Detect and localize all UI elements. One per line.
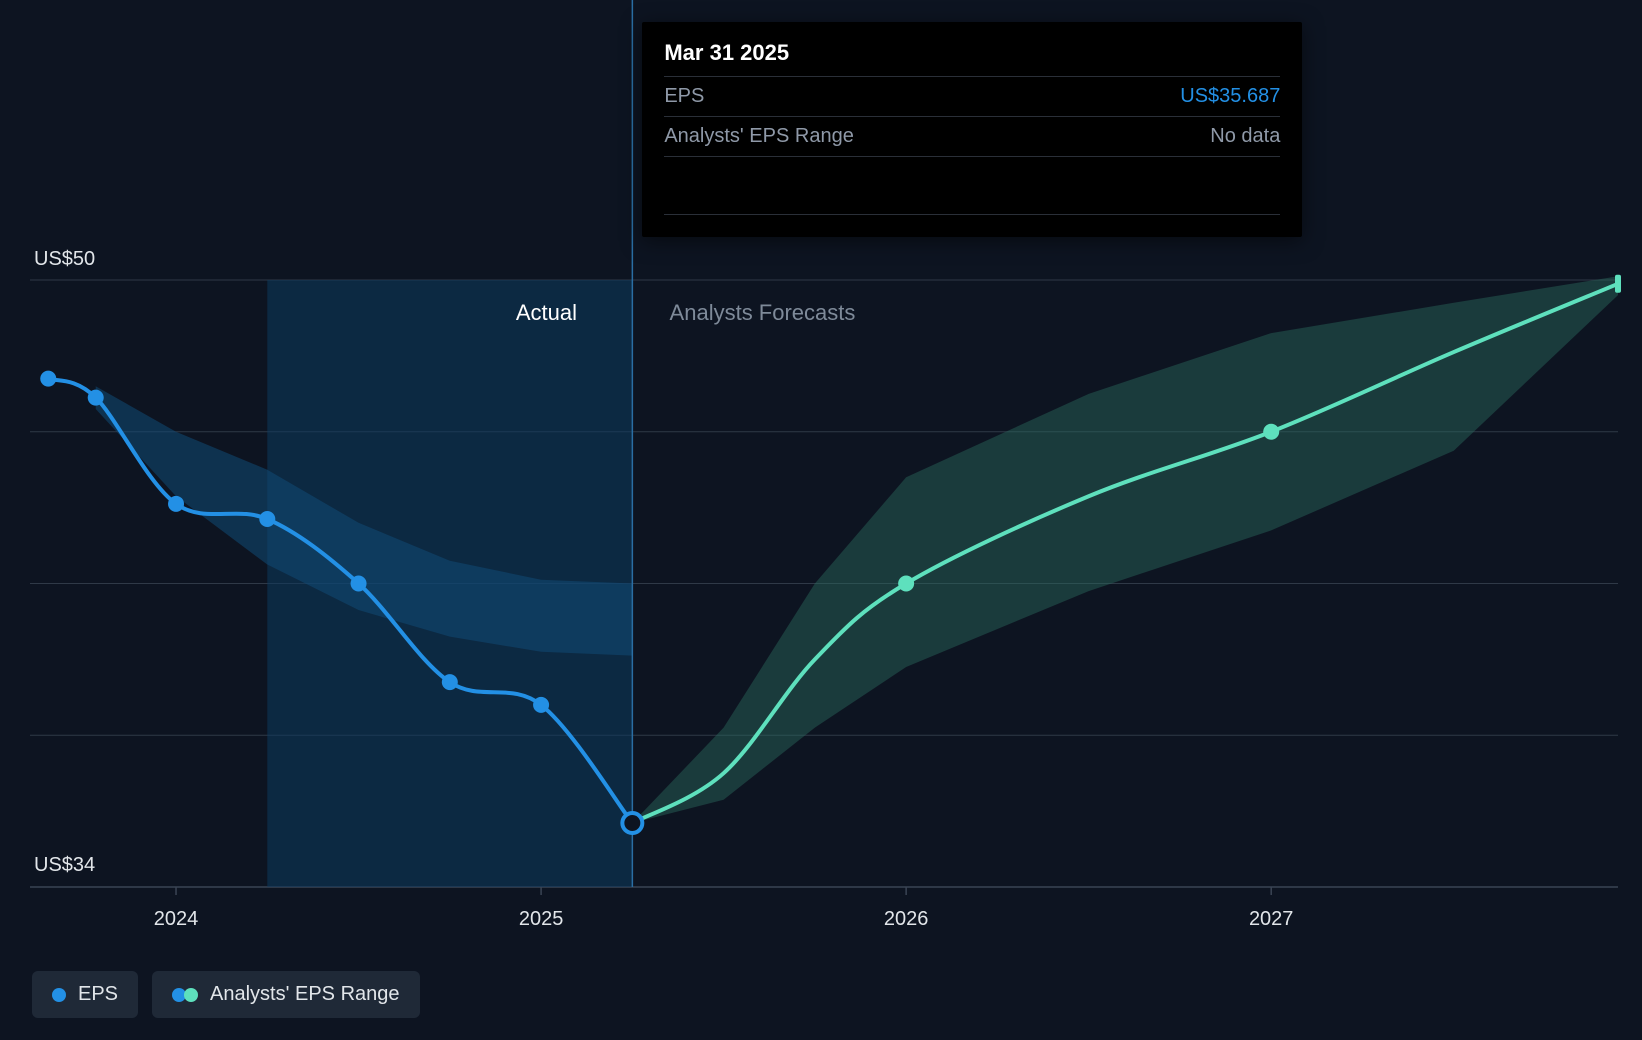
legend-dot-eps <box>52 988 66 1002</box>
legend-label-eps: EPS <box>78 983 118 1006</box>
x-axis-label: 2027 <box>1249 908 1294 931</box>
tooltip-label-eps: EPS <box>664 85 704 108</box>
tooltip-label-range: Analysts' EPS Range <box>664 125 853 148</box>
y-axis-label-top: US$50 <box>34 248 95 271</box>
region-label-actual: Actual <box>516 300 577 326</box>
legend-label-range: Analysts' EPS Range <box>210 983 399 1006</box>
tooltip-spacer <box>664 157 1280 215</box>
x-axis-label: 2024 <box>154 908 199 931</box>
legend: EPS Analysts' EPS Range <box>32 971 420 1018</box>
tooltip-row-eps: EPS US$35.687 <box>664 77 1280 117</box>
chart-container: US$50 US$34 2024 2025 2026 2027 Actual Anal… <box>0 0 1642 1040</box>
tooltip-value-range: No data <box>1210 125 1280 148</box>
legend-dots-range <box>172 988 198 1002</box>
hover-tooltip: Mar 31 2025 EPS US$35.687 Analysts' EPS … <box>642 22 1302 237</box>
y-axis-label-bottom: US$34 <box>34 854 95 877</box>
legend-item-range[interactable]: Analysts' EPS Range <box>152 971 419 1018</box>
x-axis-label: 2025 <box>519 908 564 931</box>
region-label-forecast: Analysts Forecasts <box>670 300 856 326</box>
tooltip-date: Mar 31 2025 <box>664 40 1280 77</box>
x-axis-label: 2026 <box>884 908 929 931</box>
legend-item-eps[interactable]: EPS <box>32 971 138 1018</box>
tooltip-value-eps: US$35.687 <box>1180 85 1280 108</box>
tooltip-row-range: Analysts' EPS Range No data <box>664 117 1280 157</box>
